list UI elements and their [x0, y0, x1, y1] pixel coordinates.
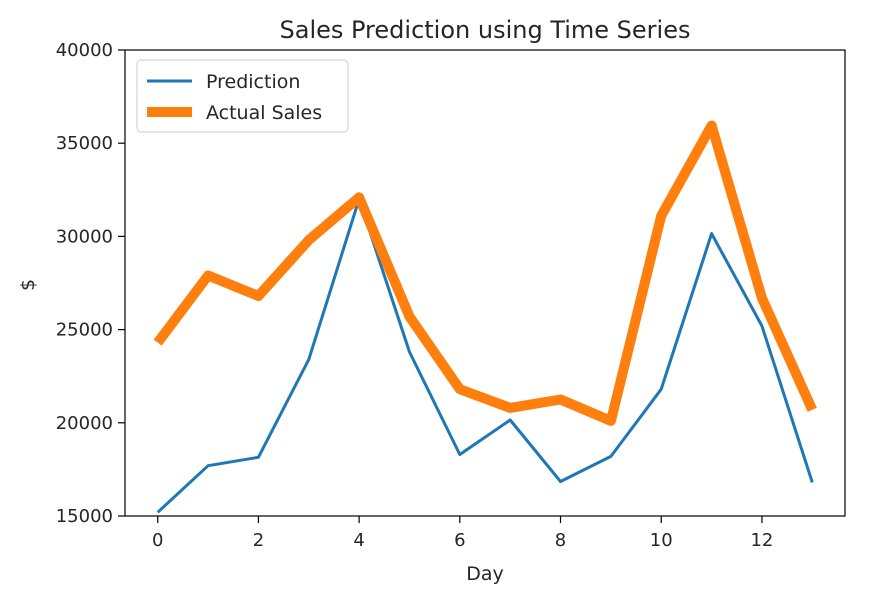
chart-title: Sales Prediction using Time Series	[280, 16, 691, 44]
y-tick-label: 30000	[56, 226, 113, 247]
x-tick-label: 8	[555, 530, 566, 551]
series-layer	[153, 120, 817, 514]
y-tick-label: 15000	[56, 506, 113, 527]
series-line-prediction	[156, 197, 814, 514]
series-line-actual-sales	[153, 120, 817, 426]
x-axis: 0 2 4 6 8 10 12	[152, 516, 773, 551]
legend: Prediction Actual Sales	[136, 59, 349, 133]
y-axis: 15000 20000 25000 30000 35000 40000	[56, 40, 125, 527]
y-axis-label: $	[17, 279, 39, 291]
y-tick-label: 40000	[56, 40, 113, 61]
y-tick-label: 20000	[56, 413, 113, 434]
x-tick-label: 2	[253, 530, 264, 551]
y-tick-label: 25000	[56, 320, 113, 341]
plot-frame	[124, 49, 846, 517]
legend-label-prediction: Prediction	[206, 71, 300, 93]
legend-label-actual-sales: Actual Sales	[206, 102, 322, 124]
x-axis-label: Day	[466, 563, 504, 585]
x-tick-label: 12	[750, 530, 773, 551]
x-tick-label: 10	[650, 530, 673, 551]
x-tick-label: 0	[152, 530, 163, 551]
y-tick-label: 35000	[56, 133, 113, 154]
x-tick-label: 6	[454, 530, 465, 551]
x-tick-label: 4	[353, 530, 364, 551]
